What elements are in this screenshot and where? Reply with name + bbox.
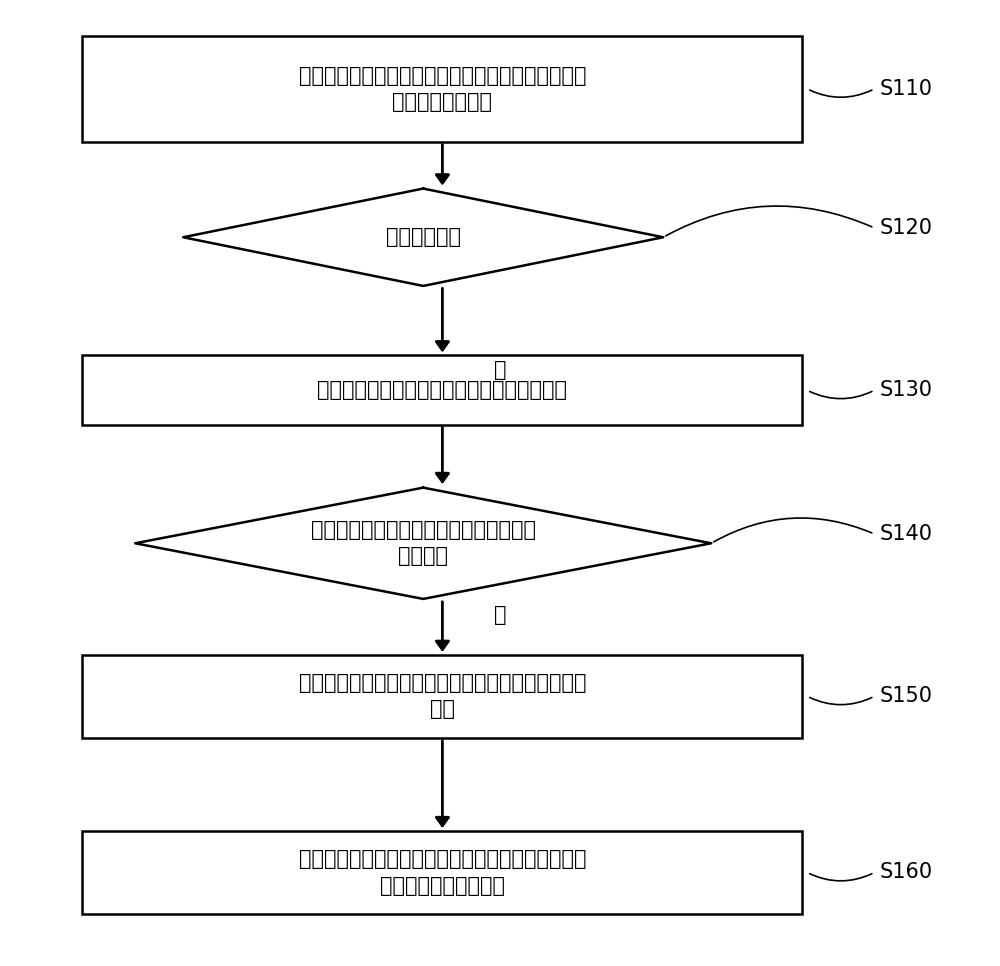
Text: S160: S160 [879, 863, 932, 883]
Text: 获取每个上位机的配置信息，并将多个上位机的配置
信息形成配置文件: 获取每个上位机的配置信息，并将多个上位机的配置 信息形成配置文件 [299, 66, 586, 112]
Text: S140: S140 [879, 524, 932, 544]
Text: 获取所述配置文件中的每个上位机的安装路径: 获取所述配置文件中的每个上位机的安装路径 [317, 381, 567, 400]
Text: 否: 否 [494, 360, 506, 380]
Text: 是: 是 [494, 605, 506, 625]
Bar [82, 36, 802, 142]
Bar [82, 355, 802, 425]
Polygon shape [135, 488, 711, 599]
Text: S110: S110 [879, 79, 932, 99]
Text: S120: S120 [879, 218, 932, 238]
Text: S130: S130 [879, 381, 932, 400]
Text: 获取所述配置文件中的每个上位机的安装
路径成功: 获取所述配置文件中的每个上位机的安装 路径成功 [311, 520, 536, 566]
Polygon shape [183, 188, 663, 286]
Text: S150: S150 [879, 686, 932, 706]
Text: 根据每个上位机的安装路径动态生成该上位机的功能
按钮: 根据每个上位机的安装路径动态生成该上位机的功能 按钮 [299, 673, 586, 720]
Text: 配置文件为空: 配置文件为空 [386, 227, 461, 247]
Text: 针对每个上位机的功能按钮创建该功能按钮的左键单
击功能和右键单击功能: 针对每个上位机的功能按钮创建该功能按钮的左键单 击功能和右键单击功能 [299, 849, 586, 895]
Bar [82, 655, 802, 738]
Bar [82, 831, 802, 914]
